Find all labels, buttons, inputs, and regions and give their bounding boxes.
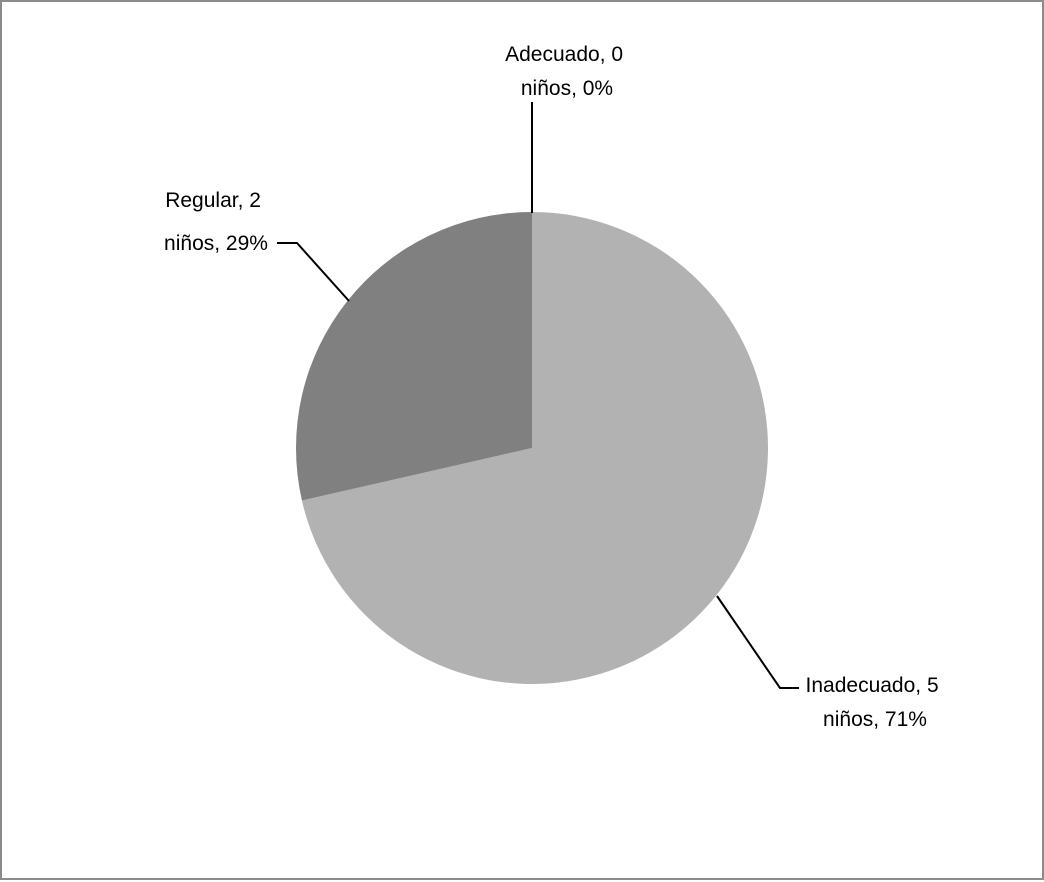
data-label-inadecuado-line2: niños, 71% <box>823 708 927 731</box>
pie-slices <box>296 212 769 684</box>
data-label-inadecuado-line1: Inadecuado, 5 <box>806 674 939 697</box>
data-label-inadecuado: Inadecuado, 5 niños, 71% <box>806 674 945 731</box>
data-label-adecuado-line1: Adecuado, 0 <box>505 43 623 66</box>
data-label-regular: Regular, 2 niños, 29% <box>164 189 268 255</box>
leader-line-inadecuado <box>716 595 799 689</box>
leader-line-regular <box>277 242 350 302</box>
leader-lines <box>277 102 799 689</box>
pie-slice-inadecuado <box>301 212 769 684</box>
data-label-regular-line2: niños, 29% <box>164 232 268 255</box>
data-label-adecuado: Adecuado, 0 niños, 0% <box>505 43 629 100</box>
pie-slice-regular <box>296 212 532 501</box>
data-label-regular-line1: Regular, 2 <box>165 189 261 212</box>
data-label-adecuado-line2: niños, 0% <box>521 77 613 100</box>
